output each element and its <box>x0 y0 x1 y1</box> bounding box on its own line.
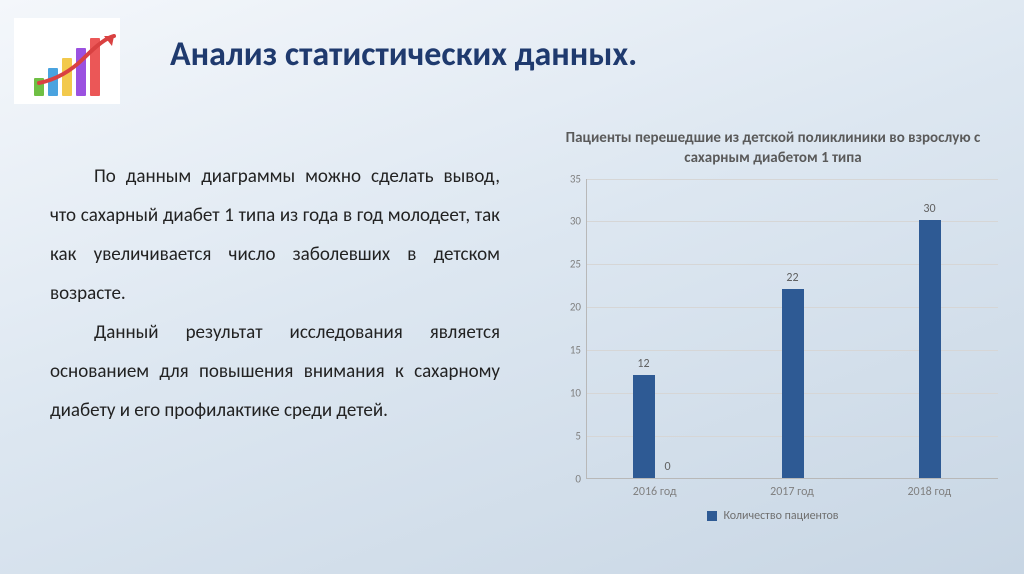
y-tick-label: 0 <box>559 472 581 485</box>
x-tick-label: 2018 год <box>861 485 998 499</box>
icon-bar <box>62 58 72 96</box>
y-tick-label: 30 <box>559 215 581 228</box>
bar-value-label: 0 <box>664 460 670 474</box>
y-tick-label: 5 <box>559 429 581 442</box>
legend-swatch <box>707 511 717 521</box>
paragraph-1: По данным диаграммы можно сделать вывод,… <box>50 158 500 314</box>
chart-title: Пациенты перешедшие из детской поликлини… <box>548 128 998 169</box>
icon-bar <box>34 78 44 96</box>
bar-value-label: 30 <box>923 202 935 216</box>
y-tick-label: 10 <box>559 386 581 399</box>
chart-legend: Количество пациентов <box>548 509 998 523</box>
y-tick-label: 35 <box>559 172 581 185</box>
stats-icon <box>14 18 120 104</box>
bar-value-label: 22 <box>786 271 798 285</box>
paragraph-2: Данный результат исследования является о… <box>50 314 500 431</box>
x-tick-label: 2016 год <box>586 485 723 499</box>
bar-group: 30 <box>861 179 998 478</box>
bars-row: 12 0 22 30 <box>587 179 998 478</box>
icon-bar <box>48 68 58 96</box>
legend-label: Количество пациентов <box>723 509 838 523</box>
bar-value-label: 12 <box>637 357 649 371</box>
icon-bar <box>90 38 100 96</box>
icon-bar-chart <box>34 38 100 96</box>
bar: 12 <box>633 375 655 478</box>
y-tick-label: 25 <box>559 258 581 271</box>
x-axis-labels: 2016 год2017 год2018 год <box>586 479 998 499</box>
x-tick-label: 2017 год <box>723 485 860 499</box>
bar: 30 <box>919 220 941 477</box>
bar-group: 22 <box>724 179 861 478</box>
bar: 22 <box>782 289 804 478</box>
bar-chart: Пациенты перешедшие из детской поликлини… <box>548 128 998 548</box>
icon-bar <box>76 48 86 96</box>
slide-title: Анализ статистических данных. <box>170 34 637 75</box>
bar-pair: 30 <box>919 220 941 477</box>
bar-pair: 22 <box>782 289 804 478</box>
bar-pair: 12 0 <box>633 375 679 478</box>
body-text: По данным диаграммы можно сделать вывод,… <box>50 158 500 431</box>
y-tick-label: 20 <box>559 301 581 314</box>
y-tick-label: 15 <box>559 343 581 356</box>
chart-plot-area: 051015202530351202230 <box>586 179 998 479</box>
bar-group: 12 0 <box>587 179 724 478</box>
